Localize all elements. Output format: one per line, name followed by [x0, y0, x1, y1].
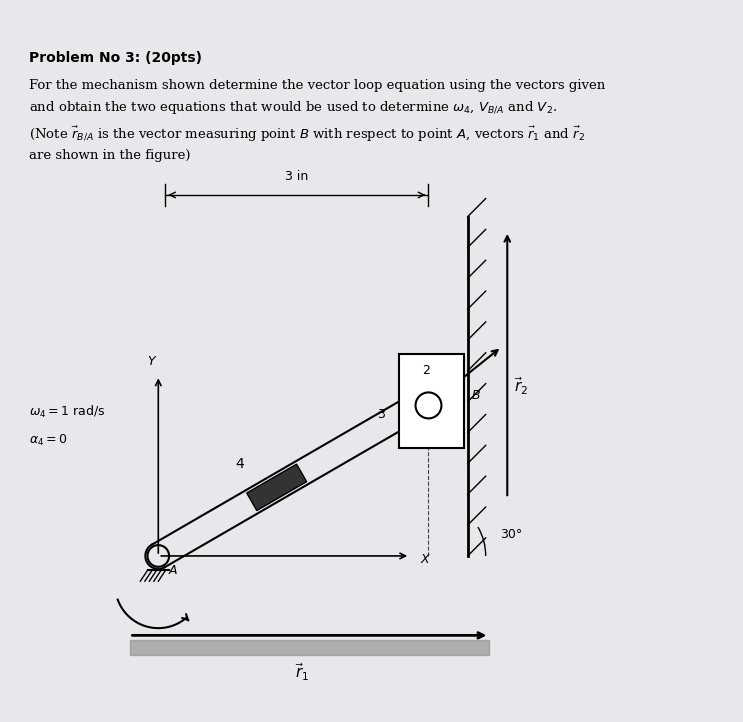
Text: 3: 3 [377, 408, 386, 422]
Text: X: X [421, 553, 429, 566]
Text: Y: Y [147, 355, 155, 367]
Text: 4: 4 [236, 457, 244, 471]
Text: 3 in: 3 in [285, 170, 308, 183]
Text: 30°: 30° [500, 528, 522, 541]
Text: A: A [169, 564, 178, 577]
Text: For the mechanism shown determine the vector loop equation using the vectors giv: For the mechanism shown determine the ve… [29, 79, 605, 162]
Text: 2: 2 [423, 364, 430, 377]
Text: B: B [471, 389, 480, 402]
Text: $\alpha_4 = 0$: $\alpha_4 = 0$ [29, 433, 68, 448]
Text: $\vec{r}_2$: $\vec{r}_2$ [514, 375, 528, 397]
Text: $\vec{r}_1$: $\vec{r}_1$ [295, 662, 309, 684]
Bar [399, 354, 464, 448]
Text: $\omega_4 = 1$ rad/s: $\omega_4 = 1$ rad/s [29, 404, 106, 420]
Text: Problem No 3: (20pts): Problem No 3: (20pts) [29, 51, 202, 64]
Polygon shape [247, 464, 307, 510]
